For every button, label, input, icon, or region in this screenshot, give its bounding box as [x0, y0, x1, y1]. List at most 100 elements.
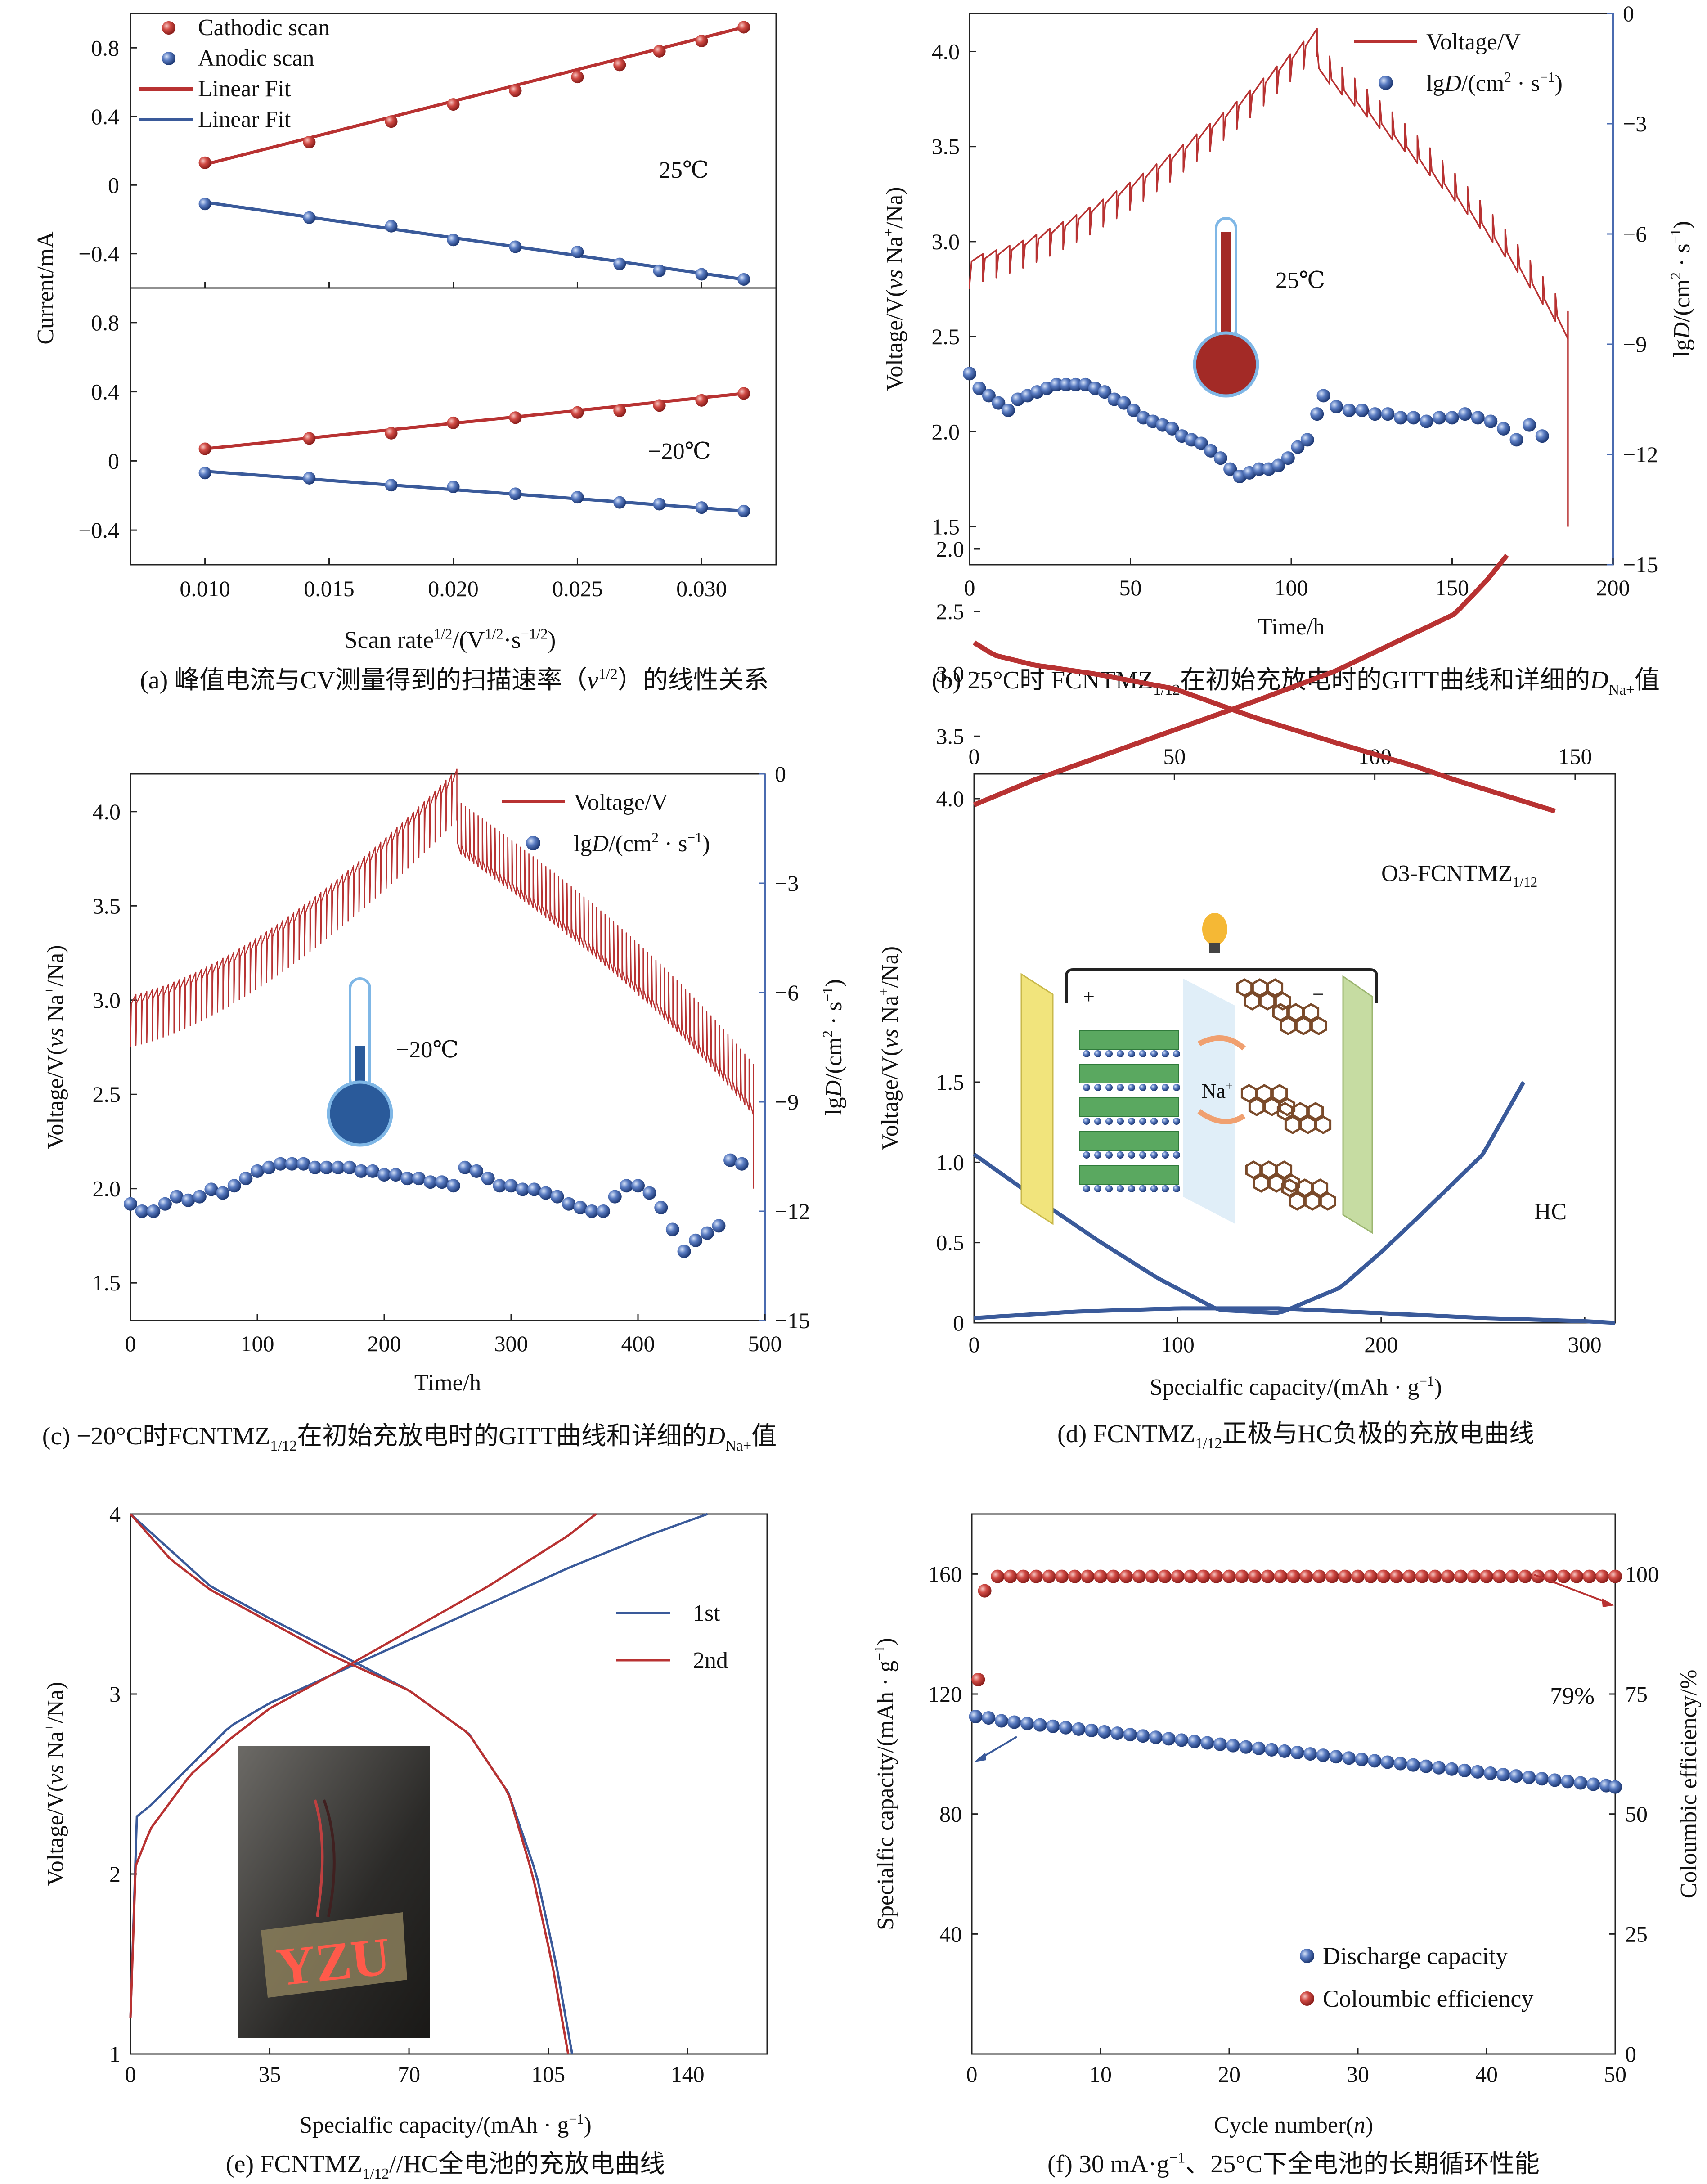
- point-cathodic: [613, 404, 626, 417]
- text-run: //HC全电池的充放电曲线: [389, 2150, 665, 2178]
- hard-carbon-ring: [1279, 1097, 1296, 1116]
- layered-oxide-slab: [1079, 1165, 1179, 1185]
- hard-carbon-ring: [1251, 978, 1268, 997]
- lgD-point: [170, 1190, 184, 1204]
- ce-point: [1119, 1569, 1133, 1583]
- lgD-point: [689, 1233, 703, 1247]
- thermometer-bulb: [327, 1080, 393, 1147]
- capacity-point: [1020, 1717, 1034, 1730]
- panel-c: 0 100 200 300 400 500 4.0 3.5 3.0 2.5 2.0 1.5 0 −3 −6 −…: [41, 761, 847, 1454]
- sodium-ion: [1094, 1185, 1101, 1192]
- capacity-point: [1548, 1773, 1562, 1787]
- ce-point: [1480, 1569, 1493, 1583]
- lgD-point: [1194, 436, 1208, 450]
- lgD-point: [1050, 377, 1064, 391]
- thermometer-fill: [1221, 232, 1231, 340]
- text-run: D: [821, 1080, 847, 1098]
- x-tick-label: 0.020: [428, 576, 479, 601]
- lgD-point: [412, 1172, 426, 1186]
- point-anodic: [385, 220, 398, 233]
- ce-point: [1467, 1569, 1481, 1583]
- text-run: /(cm: [609, 831, 651, 857]
- text-run: Specialfic capacity/(mAh · g: [873, 1661, 898, 1930]
- x-axis-label: Specialfic capacity/(mAh · g−1​): [299, 2111, 592, 2138]
- point-anodic: [613, 496, 626, 509]
- legend-marker-ce: [1300, 1991, 1314, 2006]
- text-run: /(cm: [1669, 279, 1695, 322]
- lgD-point: [992, 396, 1006, 410]
- capacity-point: [1059, 1721, 1073, 1735]
- hard-carbon-ring: [1310, 1016, 1327, 1035]
- lgD-point: [700, 1226, 714, 1240]
- y2-axis-label: Coloumbic efficiency/%: [1676, 1670, 1702, 1899]
- x-tick-label: 200: [1364, 1332, 1398, 1357]
- text-run: ): [584, 2112, 592, 2138]
- hard-carbon-ring: [1307, 1102, 1324, 1121]
- x-tick-label: 0.025: [552, 576, 603, 601]
- sodium-ion: [1083, 1118, 1090, 1125]
- lgD-point: [1281, 451, 1295, 465]
- x-tick-label: 50: [1604, 2062, 1626, 2087]
- capacity-point: [1393, 1757, 1407, 1771]
- text-run: Voltage/V(: [882, 289, 907, 391]
- point-cathodic: [303, 432, 316, 445]
- hard-carbon-ring: [1276, 1160, 1293, 1179]
- hard-carbon-ring: [1253, 1174, 1270, 1193]
- ce-point: [1196, 1569, 1210, 1583]
- legend-label-voltage: Voltage/V: [574, 790, 668, 815]
- capacity-point: [1226, 1739, 1240, 1753]
- legend-label-fit: Linear Fit: [198, 107, 291, 132]
- hard-carbon-ring: [1256, 1084, 1273, 1103]
- lgD-point: [1165, 422, 1179, 436]
- capacity-point: [1290, 1746, 1304, 1759]
- lgD-point: [1496, 422, 1510, 436]
- charge-curve-1st: [129, 1513, 708, 2018]
- y-tick-label: 120: [928, 1681, 962, 1707]
- lgD-point: [1127, 404, 1141, 417]
- sodium-ion: [1128, 1118, 1135, 1125]
- panel-d: 0 100 200 300 0 50 100 150 4.0 3.5 3.0 2.5 2.0 1.5 1.0…: [876, 536, 1616, 1452]
- lgD-point: [285, 1157, 299, 1171]
- text-run: (f) 30 mA·g: [1047, 2150, 1169, 2178]
- x-tick-label: 30: [1347, 2062, 1369, 2087]
- lgD-point: [1342, 404, 1356, 417]
- text-run: Voltage/V(: [43, 1047, 68, 1149]
- lgD-point: [1420, 414, 1433, 428]
- capacity-point: [1007, 1715, 1021, 1729]
- point-anodic: [737, 273, 750, 286]
- ce-point: [1492, 1569, 1506, 1583]
- sodium-ion: [1105, 1185, 1113, 1192]
- ce-point: [1184, 1569, 1198, 1583]
- capacity-point: [982, 1711, 996, 1725]
- text-run: Na: [877, 996, 903, 1029]
- y-tick-label: 1.5: [936, 1070, 965, 1095]
- sodium-ion: [1105, 1084, 1113, 1091]
- lgD-point: [1001, 404, 1015, 417]
- lgD-point: [1355, 404, 1369, 417]
- text-run: Voltage/V(: [877, 1048, 903, 1150]
- capacity-point: [1342, 1751, 1356, 1765]
- point-anodic: [653, 264, 666, 277]
- x-tick-label: 40: [1475, 2062, 1498, 2087]
- ce-point: [1570, 1569, 1584, 1583]
- sodium-ion: [1094, 1050, 1101, 1057]
- x2-tick-label: 150: [1558, 744, 1592, 769]
- text-run: ): [548, 626, 556, 653]
- ce-point: [1364, 1569, 1378, 1583]
- x-axis-label: Scan rate1/2​/(V1/2​·s−1/2​): [344, 626, 556, 653]
- x-tick-label: 20: [1218, 2062, 1240, 2087]
- capacity-point: [1123, 1728, 1137, 1742]
- ce-point: [971, 1673, 985, 1686]
- legend-marker-capacity: [1300, 1949, 1314, 1963]
- x-axis-label: Specialfic capacity/(mAh · g−1​): [1150, 1373, 1442, 1400]
- capacity-point: [1561, 1775, 1575, 1789]
- panel-b: 0 50 100 150 2004.03.53.02.52.01.50−3−6−9−12…: [880, 1, 1695, 698]
- point-cathodic: [653, 399, 666, 412]
- lgD-point: [1117, 396, 1131, 410]
- hard-carbon-ring: [1280, 1016, 1297, 1035]
- y2-tick-label: −12: [1623, 442, 1658, 467]
- x-tick-label: 70: [398, 2062, 420, 2087]
- text-run: Specialfic capacity/(mAh · g: [1150, 1375, 1419, 1400]
- lgD-point: [493, 1179, 507, 1193]
- x-tick-label: 0: [125, 2062, 136, 2087]
